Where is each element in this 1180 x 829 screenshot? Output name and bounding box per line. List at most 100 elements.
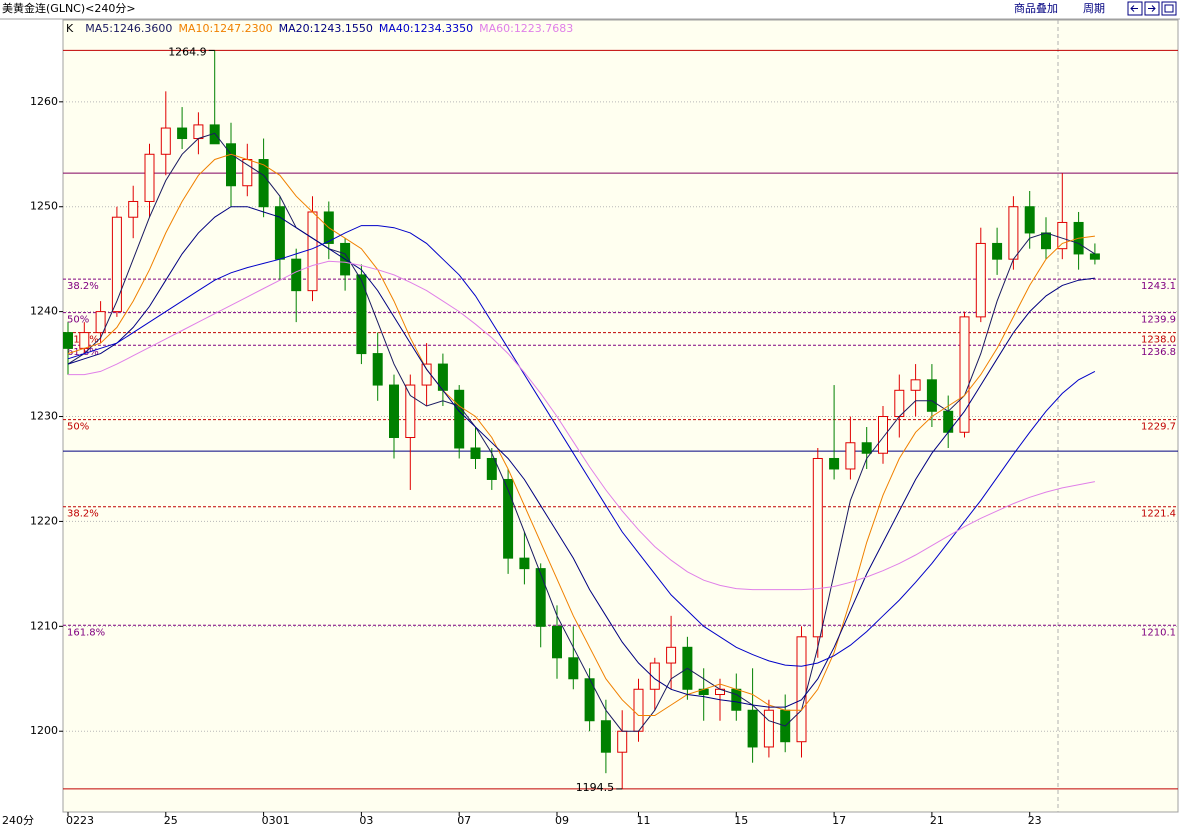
x-tick-label: 25 [164, 814, 178, 827]
fib-value-label: 1236.8 [1141, 347, 1176, 358]
candle-body [454, 389, 465, 449]
fib-value-label: 1221.4 [1141, 509, 1176, 520]
fib-pct-label: 38.2% [67, 509, 99, 520]
y-tick-label: 1250 [30, 200, 58, 213]
fib-pct-label: 38.2% [67, 281, 99, 292]
candle-body [959, 316, 970, 433]
candle-body [1041, 232, 1051, 250]
candle-body [552, 625, 562, 659]
y-tick-label: 1210 [30, 619, 58, 632]
legend-item: MA10:1247.2300 [178, 22, 272, 35]
candle-body [291, 258, 302, 292]
candle-body [975, 242, 986, 318]
fib-pct-label: 50% [67, 422, 89, 433]
candle-body [829, 457, 840, 470]
legend-item: MA40:1234.3350 [379, 22, 473, 35]
fib-pct-label: 61.8% [67, 347, 99, 358]
candle-body [1089, 253, 1100, 260]
ma-line [68, 260, 1095, 591]
candle-body [861, 442, 872, 454]
candle-body [226, 143, 236, 187]
candle-body [519, 557, 530, 570]
nav-icons[interactable] [1127, 1, 1177, 16]
x-tick-label: 23 [1028, 814, 1042, 827]
candle-body [926, 379, 937, 412]
period-label: 240分 [2, 814, 34, 827]
candle-body [486, 457, 497, 480]
candle-body [503, 478, 514, 559]
legend-item: MA20:1243.1550 [279, 22, 373, 35]
candle-body [796, 636, 807, 743]
x-tick-label: 0223 [66, 814, 94, 827]
candle-body [405, 384, 416, 439]
fib-value-label: 1210.1 [1141, 627, 1176, 638]
candle-body [992, 242, 1003, 260]
x-tick-label: 17 [832, 814, 846, 827]
x-tick-label: 03 [359, 814, 373, 827]
y-tick-label: 1240 [30, 305, 58, 318]
legend-item: MA5:1246.3600 [85, 22, 172, 35]
fib-value-label: 1238.0 [1141, 335, 1176, 346]
y-tick-label: 1220 [30, 514, 58, 527]
y-tick-label: 1230 [30, 410, 58, 423]
candle-body [421, 363, 432, 386]
overlay-button[interactable]: 商品叠加 [1014, 1, 1058, 15]
candle-body [95, 311, 106, 334]
candle-body [649, 662, 660, 690]
candle-body [63, 332, 73, 349]
candle-body [79, 332, 90, 349]
fib-pct-label: 161.8% [67, 627, 105, 638]
ma-line [67, 225, 1096, 667]
y-tick-label: 1260 [30, 95, 58, 108]
fib-pct-label: 50% [67, 315, 89, 326]
nav-window[interactable] [1161, 1, 1177, 16]
candle-body [1024, 206, 1035, 234]
x-tick-label: 21 [930, 814, 944, 827]
y-tick-label: 1200 [30, 724, 58, 737]
candle-body [1008, 206, 1019, 260]
candle-body [943, 410, 954, 433]
candle-body [1057, 221, 1068, 250]
x-tick-label: 07 [457, 814, 471, 827]
candle-body [747, 709, 758, 748]
ma-line [67, 153, 1095, 716]
candle-body [274, 206, 285, 260]
candle-body [389, 384, 399, 439]
candle-body [845, 442, 856, 470]
candle-body [535, 568, 546, 627]
extreme-label: 1264.9 [168, 45, 207, 58]
fib-value-label: 1239.9 [1141, 315, 1176, 326]
plot-area [62, 19, 1179, 813]
ma-line [67, 206, 1095, 708]
candle-body [894, 389, 905, 418]
extreme-label: 1194.5 [576, 781, 615, 794]
chart-title: 美黄金连(GLNC)<240分> [2, 1, 136, 15]
x-tick-label: 11 [637, 814, 651, 827]
candle-body [356, 274, 367, 355]
nav-right-icon [1148, 5, 1156, 12]
candle-body [144, 153, 155, 202]
candle-body [617, 730, 628, 753]
candle-body [160, 127, 171, 155]
candle-body [812, 457, 823, 638]
candle-body [128, 200, 139, 218]
legend-item: MA60:1223.7683 [479, 22, 573, 35]
candle-body [372, 353, 383, 386]
legend-k: K [66, 22, 74, 35]
candle-body [910, 379, 921, 391]
candle-body [111, 216, 122, 313]
candle-body [193, 124, 204, 140]
candle-body [731, 688, 742, 711]
fib-value-label: 1229.7 [1141, 422, 1176, 433]
period-button[interactable]: 周期 [1083, 2, 1105, 15]
x-tick-label: 0301 [262, 814, 290, 827]
candle-body [307, 211, 318, 292]
candle-body [878, 416, 888, 454]
ma-line [67, 132, 1096, 732]
fib-value-label: 1243.1 [1141, 281, 1176, 292]
candle-body [600, 720, 611, 753]
nav-window-icon [1164, 4, 1174, 13]
candle-body [633, 688, 644, 732]
